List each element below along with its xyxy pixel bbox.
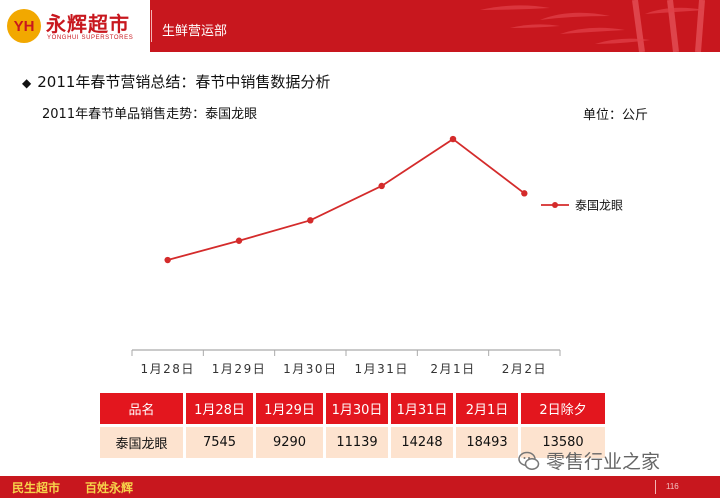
department-label: 生鲜营运部 bbox=[162, 24, 228, 39]
table-cell: 18493 bbox=[456, 427, 518, 458]
data-point bbox=[521, 190, 528, 197]
chart-title: 2011年春节单品销售走势：泰国龙眼 bbox=[42, 107, 258, 122]
slide-headline: ◆ 2011年春节营销总结：春节中销售数据分析 bbox=[22, 71, 330, 92]
footer-divider bbox=[655, 480, 656, 494]
x-tick-label: 1月31日 bbox=[354, 362, 408, 376]
table-header-cell: 1月31日 bbox=[391, 393, 453, 424]
x-tick-label: 2月2日 bbox=[502, 362, 547, 376]
table-header-cell: 1月29日 bbox=[256, 393, 323, 424]
x-tick-label: 2月1日 bbox=[430, 362, 475, 376]
data-point bbox=[307, 217, 314, 224]
wechat-icon bbox=[518, 450, 540, 472]
watermark: 零售行业之家 bbox=[518, 447, 660, 474]
data-point bbox=[378, 182, 385, 190]
logo-mark: YH bbox=[7, 9, 41, 43]
legend-label: 泰国龙眼 bbox=[575, 199, 623, 213]
table-cell: 13580 bbox=[521, 427, 605, 458]
table-header-cell: 2月1日 bbox=[456, 393, 518, 424]
data-point bbox=[164, 256, 171, 264]
logo: YH 永辉超市 YONGHUI SUPERSTORES bbox=[0, 0, 150, 52]
headline-text: 2011年春节营销总结：春节中销售数据分析 bbox=[37, 73, 331, 91]
table-cell: 14248 bbox=[391, 427, 453, 458]
data-point bbox=[449, 135, 457, 143]
header-bar: YH 永辉超市 YONGHUI SUPERSTORES 生鲜营运部 bbox=[0, 0, 720, 52]
data-point bbox=[235, 237, 243, 244]
table-cell: 9290 bbox=[256, 427, 323, 458]
page-number: 116 bbox=[666, 482, 679, 491]
table-header-row: 品名 1月28日 1月29日 1月30日 1月31日 2月1日 2日除夕 bbox=[100, 393, 605, 424]
table-row-label: 泰国龙眼 bbox=[100, 427, 183, 458]
footer-slogan-2: 百姓永辉 bbox=[85, 481, 134, 495]
footer-bar: 民生超市 百姓永辉 116 bbox=[0, 476, 720, 498]
footer-slogan-1: 民生超市 bbox=[12, 481, 61, 495]
table-row: 泰国龙眼 7545 9290 11139 14248 18493 13580 bbox=[100, 427, 605, 458]
unit-label: 单位：公斤 bbox=[583, 108, 649, 123]
line-chart: 1月28日 1月29日 1月30日 1月31日 2月1日 2月2日 泰国龙眼 bbox=[131, 135, 623, 376]
table-cell: 7545 bbox=[186, 427, 253, 458]
logo-subtitle: YONGHUI SUPERSTORES bbox=[47, 35, 134, 41]
table-header-cell: 1月30日 bbox=[326, 393, 388, 424]
logo-name: 永辉超市 bbox=[46, 12, 130, 36]
legend-swatch-marker bbox=[552, 202, 558, 208]
table-cell: 11139 bbox=[326, 427, 388, 458]
bamboo-decoration bbox=[480, 0, 705, 52]
table-header-cell: 品名 bbox=[100, 393, 183, 424]
header-divider bbox=[151, 10, 152, 42]
x-tick-label: 1月30日 bbox=[283, 362, 337, 376]
x-tick-label: 1月29日 bbox=[212, 362, 266, 376]
table-header-cell: 1月28日 bbox=[186, 393, 253, 424]
series-line bbox=[167, 137, 525, 261]
watermark-text: 零售行业之家 bbox=[546, 451, 661, 473]
sales-table: 品名 1月28日 1月29日 1月30日 1月31日 2月1日 2日除夕 泰国龙… bbox=[97, 390, 608, 461]
table-header-cell: 2日除夕 bbox=[521, 393, 605, 424]
diamond-bullet-icon: ◆ bbox=[22, 76, 32, 90]
x-tick-label: 1月28日 bbox=[140, 362, 194, 376]
